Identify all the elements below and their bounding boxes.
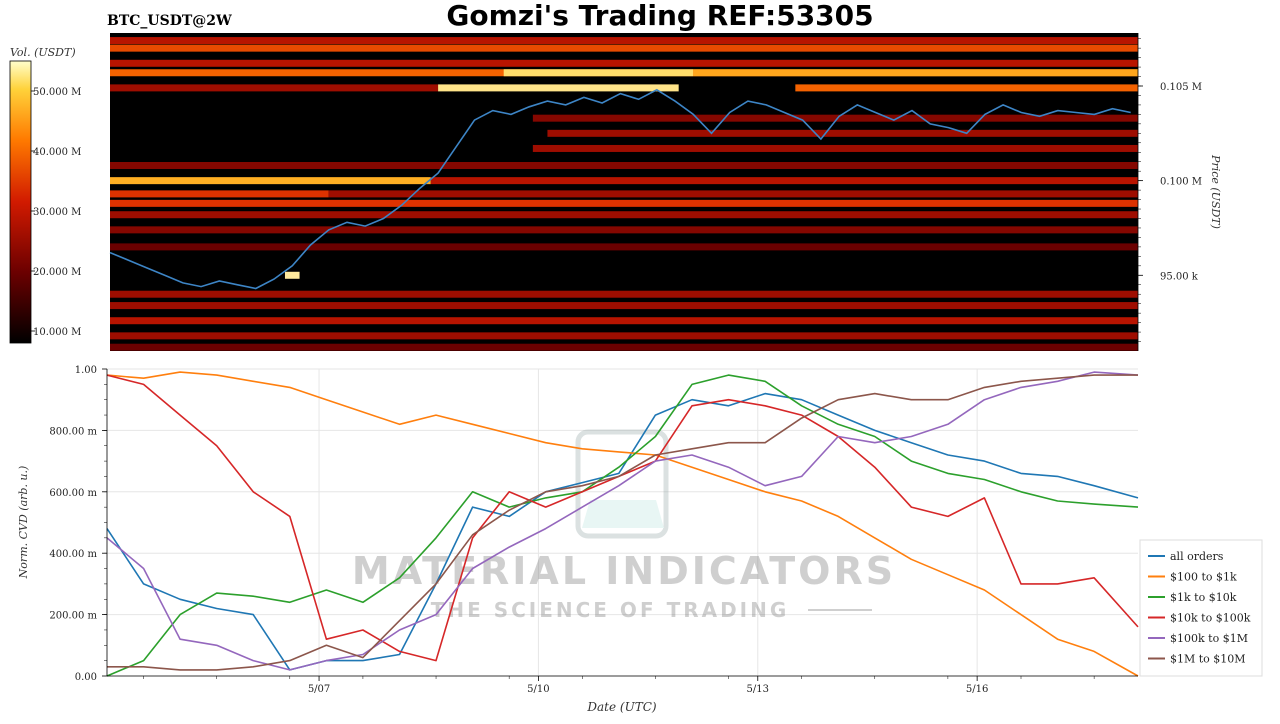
heatmap-band: [110, 343, 1138, 351]
heatmap-band: [110, 190, 329, 198]
heatmap-band: [110, 59, 1138, 67]
legend: all orders $100 to $1k $1k to $10k $10k to …: [1148, 550, 1251, 666]
heatmap-band: [430, 177, 1138, 185]
cvd-series-line: [106, 392, 1139, 671]
cvd-series-line: [106, 371, 1139, 677]
colorbar-tick-label: 30.000 M: [33, 207, 81, 218]
legend-box: [1139, 539, 1263, 677]
heatmap-band: [110, 37, 1138, 45]
heatmap-band: [438, 84, 679, 92]
heatmap-band: [284, 271, 300, 279]
heatmap-band: [795, 84, 1138, 92]
price-axis-label: Price (USDT): [1209, 154, 1222, 229]
heatmap-band: [110, 44, 1138, 52]
flask-liquid-icon: [582, 500, 664, 528]
heatmap-band: [110, 84, 439, 92]
colorbar-tick-label: 40.000 M: [33, 147, 81, 158]
heatmap-band: [110, 243, 1138, 251]
cvd-y-ticks: 1.00 800.00 m 600.00 m 400.00 m 200.00 m 0.00: [49, 365, 107, 683]
cvd-x-ticks: 5/07 5/10 5/13 5/16: [143, 676, 1095, 695]
cvd-x-tick-label: 5/10: [527, 684, 549, 695]
legend-entry: $100 to $1k: [1170, 571, 1237, 584]
colorbar-label: Vol. (USDT): [10, 46, 76, 59]
ticker-label: BTC_USDT@2W: [107, 13, 232, 29]
heatmap-band: [110, 162, 1138, 169]
cvd-y-tick-label: 200.00 m: [49, 611, 97, 622]
heatmap-band: [110, 199, 1138, 207]
price-tick-label: 95.00 k: [1160, 271, 1199, 282]
heatmap-band: [110, 177, 431, 185]
cvd-plot-area: [107, 369, 1138, 676]
cvd-y-axis-label: Norm. CVD (arb. u.): [17, 466, 30, 580]
colorbar-gradient: [9, 60, 32, 344]
price-tick-label: 0.100 M: [1160, 177, 1202, 188]
legend-entry: $1M to $10M: [1170, 653, 1246, 666]
price-line: [109, 88, 1131, 290]
cvd-y-tick-label: 0.00: [75, 672, 97, 683]
heatmap-band: [532, 144, 1138, 152]
heatmap-band: [110, 290, 1138, 298]
price-tick-label: 0.105 M: [1160, 82, 1202, 93]
heatmap-band: [532, 114, 1138, 122]
watermark-line2: THE SCIENCE OF TRADING: [431, 598, 790, 622]
heatmap-band: [110, 317, 1138, 325]
heatmap-band: [547, 129, 1138, 137]
heatmap-band: [693, 69, 1138, 77]
cvd-x-axis-label: Date (UTC): [586, 700, 656, 714]
cvd-x-tick-label: 5/07: [308, 684, 330, 695]
heatmap-band: [110, 226, 1138, 234]
legend-entry: $10k to $100k: [1170, 612, 1251, 625]
cvd-series-line: [107, 374, 1138, 671]
legend-entry: $1k to $10k: [1170, 591, 1237, 604]
colorbar-tick-label: 50.000 M: [33, 87, 81, 98]
colorbar-tick-label: 10.000 M: [33, 327, 81, 338]
cvd-lines: [106, 371, 1139, 677]
colorbar-tick-label: 20.000 M: [33, 267, 81, 278]
heatmap-band: [328, 190, 1139, 198]
cvd-y-tick-label: 400.00 m: [49, 549, 97, 560]
cvd-x-tick-label: 5/13: [747, 684, 769, 695]
heatmap-band: [110, 332, 1138, 340]
cvd-series-line: [106, 374, 1139, 677]
heatmap-band: [110, 302, 1138, 310]
cvd-y-tick-label: 600.00 m: [49, 488, 97, 499]
heatmap-band: [503, 69, 694, 77]
colorbar-ticks: 50.000 M 40.000 M 30.000 M 20.000 M 10.000 M: [31, 87, 81, 338]
legend-entry: $100k to $1M: [1170, 632, 1248, 645]
heatmap-bands: [110, 37, 1139, 351]
cvd-y-tick-label: 1.00: [75, 365, 97, 376]
price-axis-ticks: 0.105 M 0.100 M 95.00 k: [1138, 38, 1202, 342]
cvd-y-tick-label: 800.00 m: [49, 426, 97, 437]
legend-entry: all orders: [1170, 550, 1224, 563]
chart-title: Gomzi's Trading REF:53305: [446, 0, 873, 32]
cvd-x-tick-label: 5/16: [966, 684, 988, 695]
heatmap-band: [110, 211, 1138, 219]
cvd-series-line: [106, 371, 1139, 671]
